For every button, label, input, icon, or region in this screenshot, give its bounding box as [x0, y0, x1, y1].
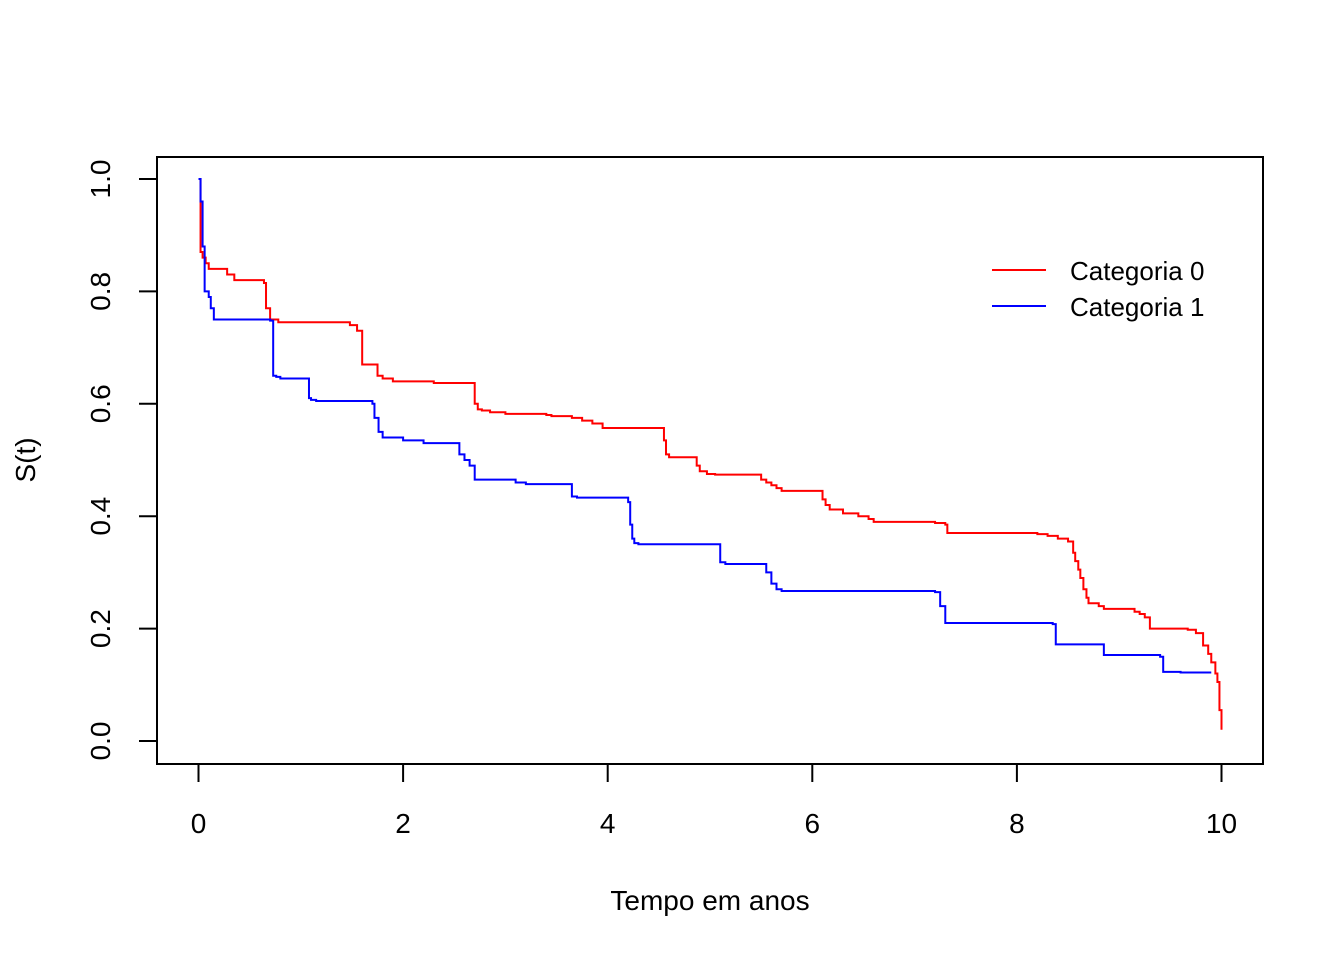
series-line-1 [198, 178, 1212, 674]
x-tick-label: 2 [395, 808, 411, 839]
x-tick-label: 8 [1009, 808, 1025, 839]
legend-label-0: Categoria 0 [1070, 256, 1204, 286]
y-tick-label: 0.2 [85, 609, 116, 648]
y-tick-label: 1.0 [85, 160, 116, 199]
x-axis: 0 2 4 6 8 10 [191, 763, 1237, 839]
series-layer [198, 178, 1223, 730]
x-axis-title: Tempo em anos [610, 885, 809, 916]
y-axis: 0.0 0.2 0.4 0.6 0.8 1.0 [85, 160, 158, 761]
y-tick-label: 0.4 [85, 497, 116, 536]
x-tick-label: 6 [805, 808, 821, 839]
y-tick-label: 0.6 [85, 384, 116, 423]
x-tick-label: 0 [191, 808, 207, 839]
series-line-0 [198, 178, 1223, 730]
x-tick-label: 10 [1206, 808, 1237, 839]
y-tick-label: 0.8 [85, 272, 116, 311]
legend-label-1: Categoria 1 [1070, 292, 1204, 322]
y-tick-label: 0.0 [85, 722, 116, 761]
x-tick-label: 4 [600, 808, 616, 839]
legend: Categoria 0 Categoria 1 [992, 256, 1204, 322]
y-axis-title: S(t) [10, 437, 41, 482]
